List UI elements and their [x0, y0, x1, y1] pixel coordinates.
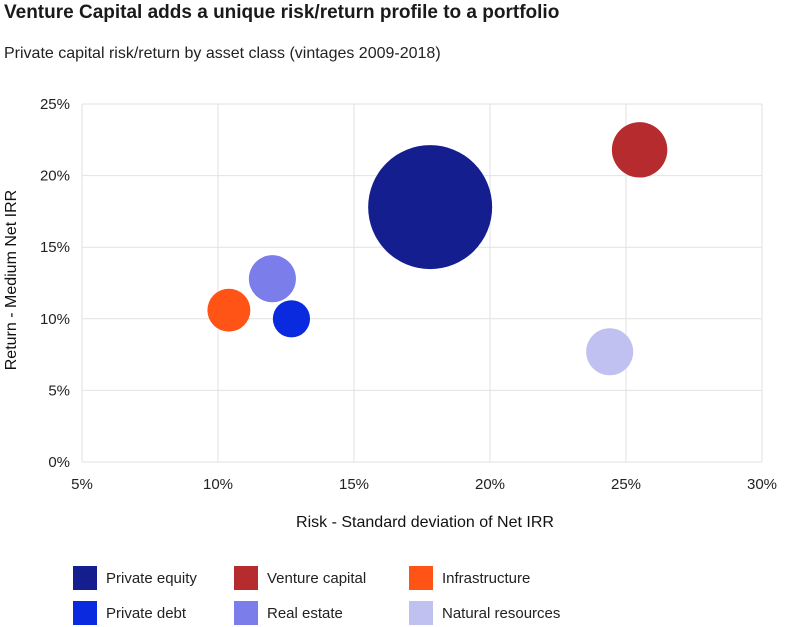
x-tick-label: 15% [339, 476, 369, 493]
x-axis-label: Risk - Standard deviation of Net IRR [296, 514, 554, 531]
legend-swatch [409, 601, 433, 625]
x-tick-label: 10% [203, 476, 233, 493]
bubble-real-estate [248, 255, 296, 303]
y-tick-label: 20% [40, 168, 70, 185]
legend-item-venture-capital: Venture capital [234, 566, 366, 590]
y-axis-label: Return - Medium Net IRR [3, 190, 20, 371]
legend-label: Real estate [267, 604, 343, 622]
x-axis-ticks: 5% 10% 15% 20% 25% 30% [71, 476, 777, 493]
legend-label: Private equity [106, 569, 197, 587]
bubble-private-equity [368, 145, 493, 270]
y-tick-label: 15% [40, 239, 70, 256]
bubbles [207, 122, 668, 376]
legend-swatch [234, 566, 258, 590]
bubble-infrastructure [207, 288, 251, 332]
x-tick-label: 5% [71, 476, 93, 493]
x-tick-label: 25% [611, 476, 641, 493]
legend-item-private-debt: Private debt [73, 601, 186, 625]
legend-item-private-equity: Private equity [73, 566, 197, 590]
legend-label: Venture capital [267, 569, 367, 587]
legend-label: Infrastructure [442, 569, 531, 587]
y-tick-label: 10% [40, 311, 70, 328]
legend-item-infrastructure: Infrastructure [409, 566, 530, 590]
legend-swatch [73, 566, 97, 590]
chart-title: Venture Capital adds a unique risk/retur… [4, 2, 560, 23]
legend-item-real-estate: Real estate [234, 601, 343, 625]
legend-item-natural-resources: Natural resources [409, 601, 560, 625]
x-tick-label: 30% [747, 476, 777, 493]
legend-swatch [234, 601, 258, 625]
bubble-private-debt [272, 300, 311, 338]
y-tick-label: 25% [40, 96, 70, 113]
x-tick-label: 20% [475, 476, 505, 493]
legend-label: Private debt [106, 604, 187, 622]
bubble-natural-resources [586, 328, 634, 376]
legend-label: Natural resources [442, 604, 561, 622]
bubble-chart: 5% 10% 15% 20% 25% 30% 0%5%10%15%20%25% Risk … [3, 96, 777, 531]
legend-swatch [73, 601, 97, 625]
y-axis-ticks: 0% 5% 10% 15% 20% 25% [40, 96, 70, 471]
y-tick-label: 5% [48, 382, 70, 399]
legend: Private equity Venture capital Infrastruct… [73, 566, 633, 626]
y-tick-label: 0% [48, 454, 70, 471]
bubble-venture-capital [611, 122, 668, 178]
chart-subtitle: Private capital risk/return by asset cla… [4, 45, 441, 62]
legend-swatch [409, 566, 433, 590]
